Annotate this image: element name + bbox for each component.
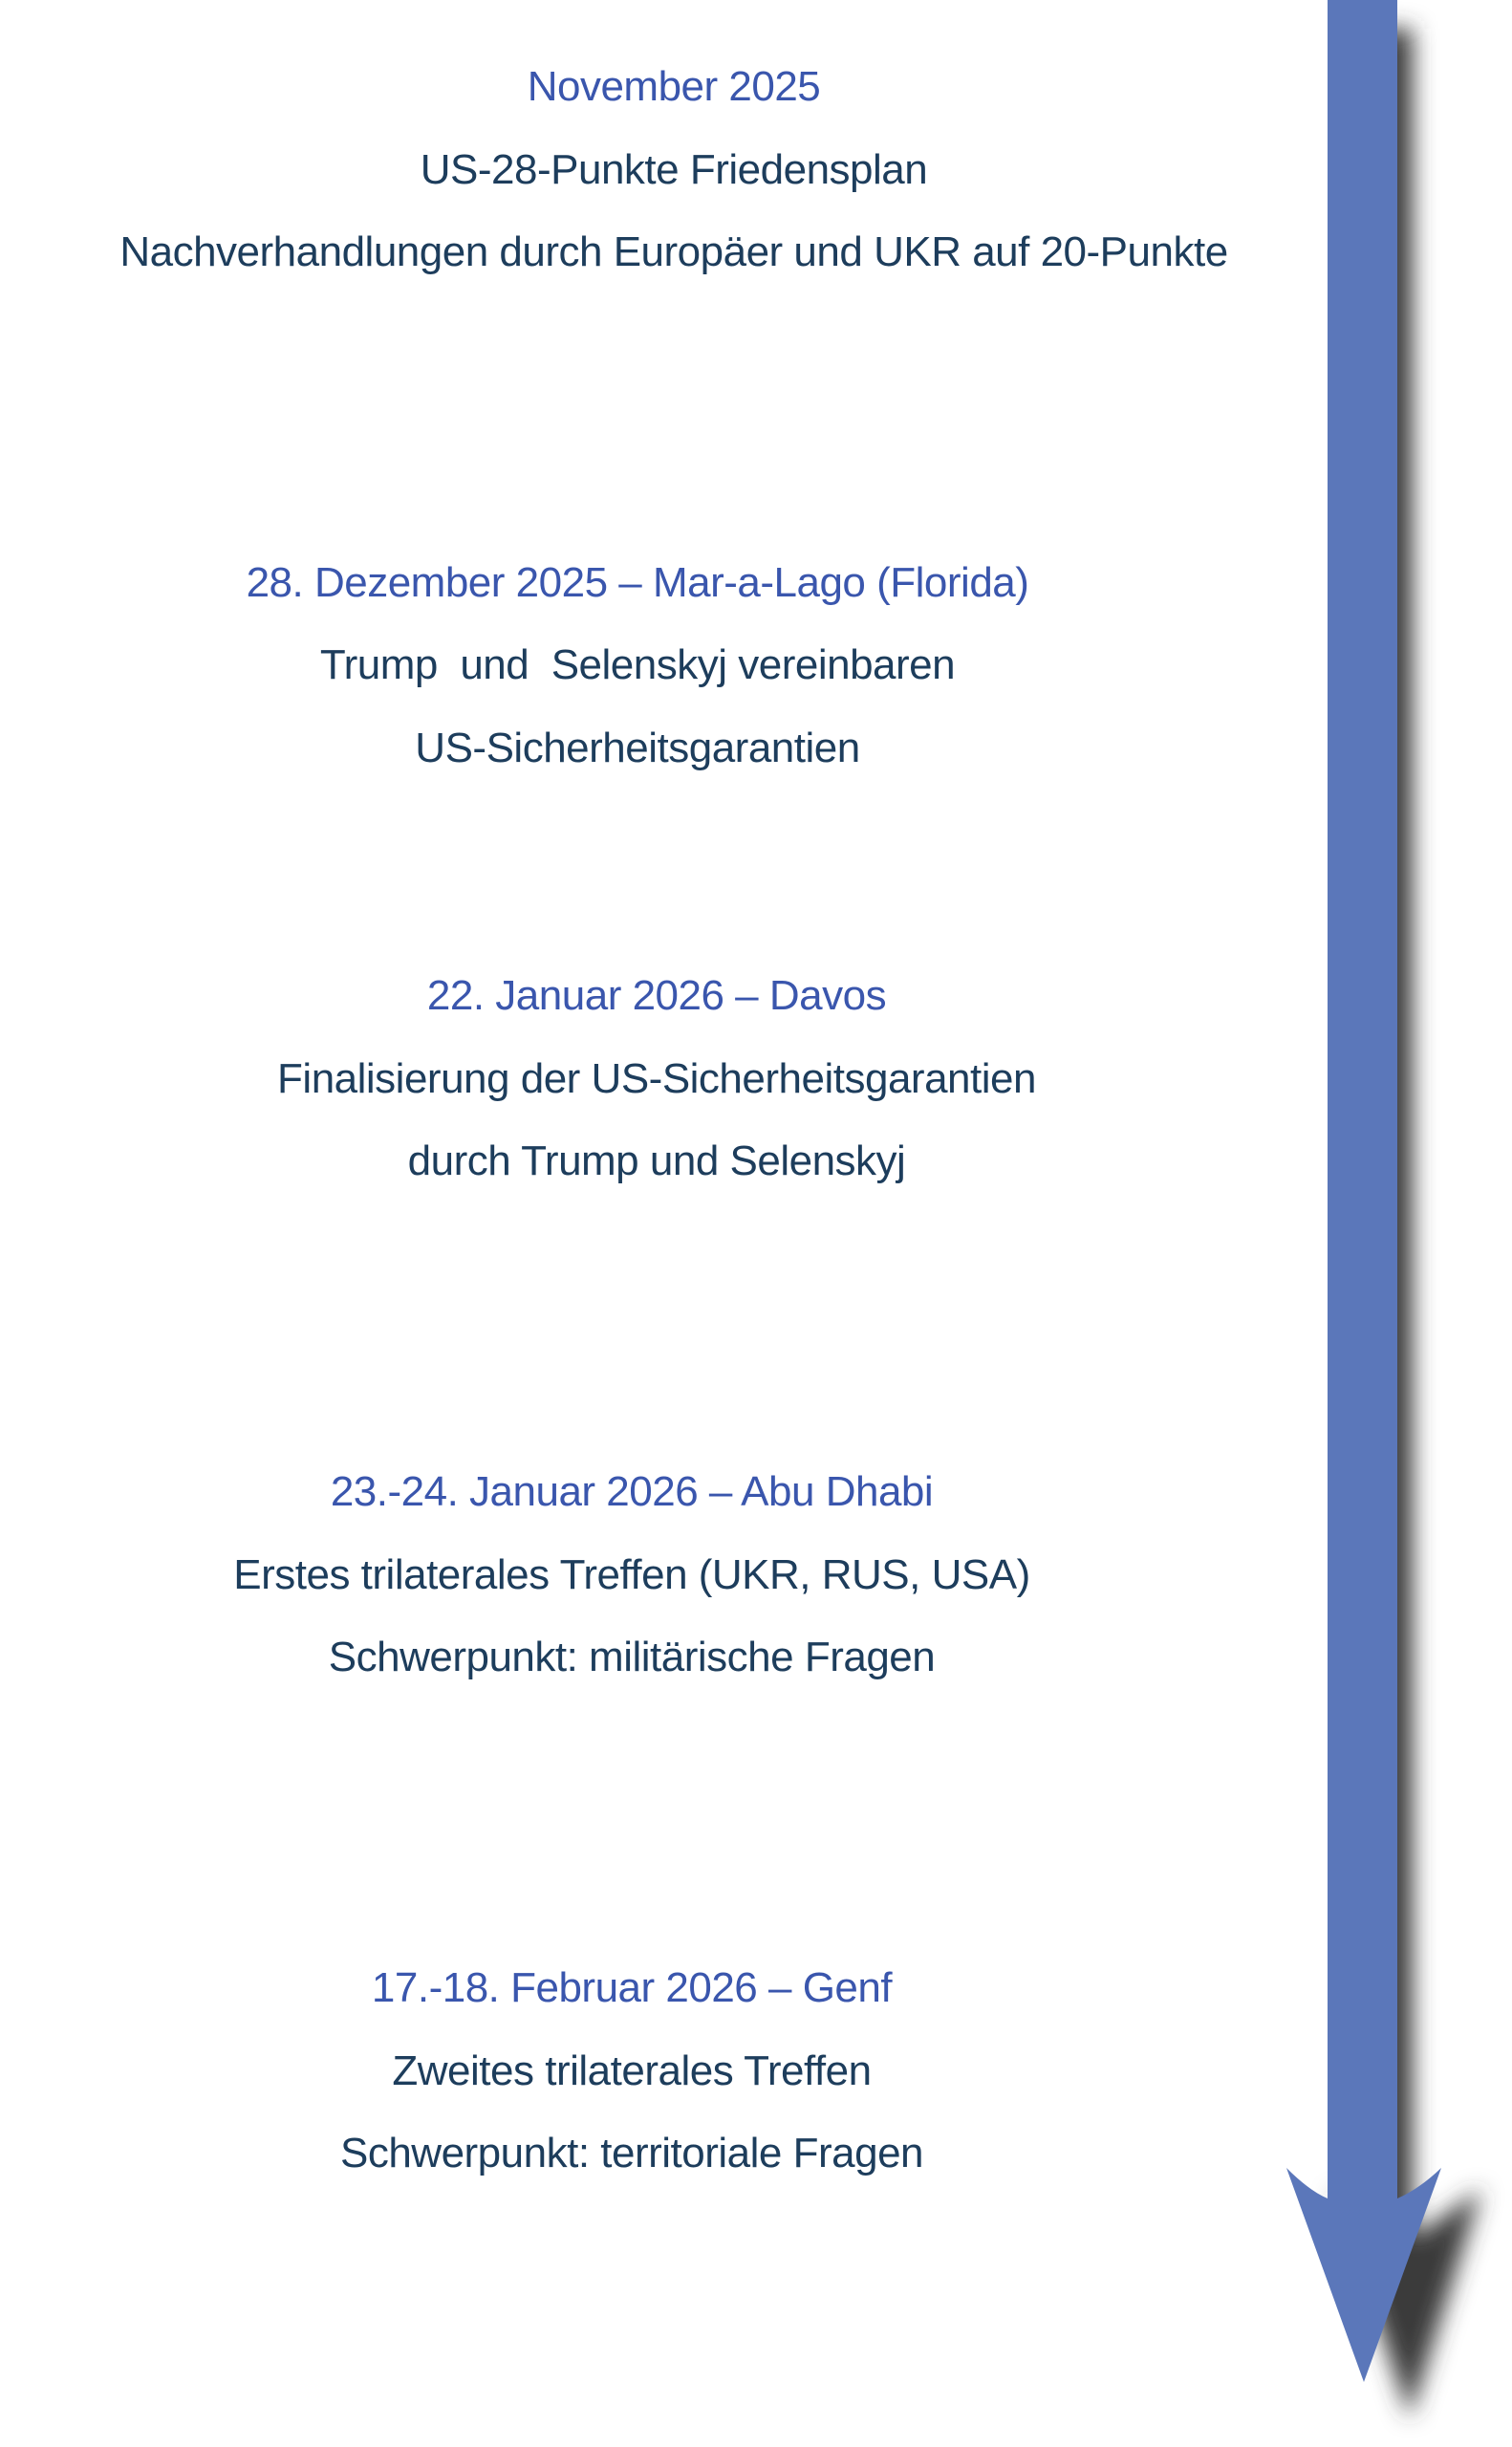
event-2-line-2: US-Sicherheitsgarantien bbox=[415, 725, 860, 771]
event-3-line-1: Finalisierung der US-Sicherheitsgarantie… bbox=[277, 1055, 1036, 1102]
event-5-date: 17.-18. Februar 2026 – Genf bbox=[371, 1964, 893, 2011]
event-5-line-1: Zweites trilaterales Treffen bbox=[392, 2047, 872, 2094]
event-1-line-1: US-28-Punkte Friedensplan bbox=[420, 146, 928, 193]
event-5-line-2: Schwerpunkt: territoriale Fragen bbox=[339, 2130, 924, 2176]
event-3-line-2: durch Trump und Selenskyj bbox=[407, 1137, 906, 1184]
event-2-date: 28. Dezember 2025 – Mar-a-Lago (Florida) bbox=[246, 559, 1029, 606]
event-4-date: 23.-24. Januar 2026 – Abu Dhabi bbox=[330, 1468, 934, 1515]
event-3-date: 22. Januar 2026 – Davos bbox=[426, 972, 887, 1019]
event-4-line-1: Erstes trilaterales Treffen (UKR, RUS, U… bbox=[233, 1551, 1030, 1598]
event-4-line-2: Schwerpunkt: militärische Fragen bbox=[328, 1634, 936, 1680]
event-2-line-1: Trump und Selenskyj vereinbaren bbox=[319, 641, 956, 688]
event-1-line-2: Nachverhandlungen durch Europäer und UKR… bbox=[119, 228, 1228, 275]
timeline-arrow-body bbox=[1286, 0, 1441, 2382]
event-1-date: November 2025 bbox=[527, 63, 821, 110]
